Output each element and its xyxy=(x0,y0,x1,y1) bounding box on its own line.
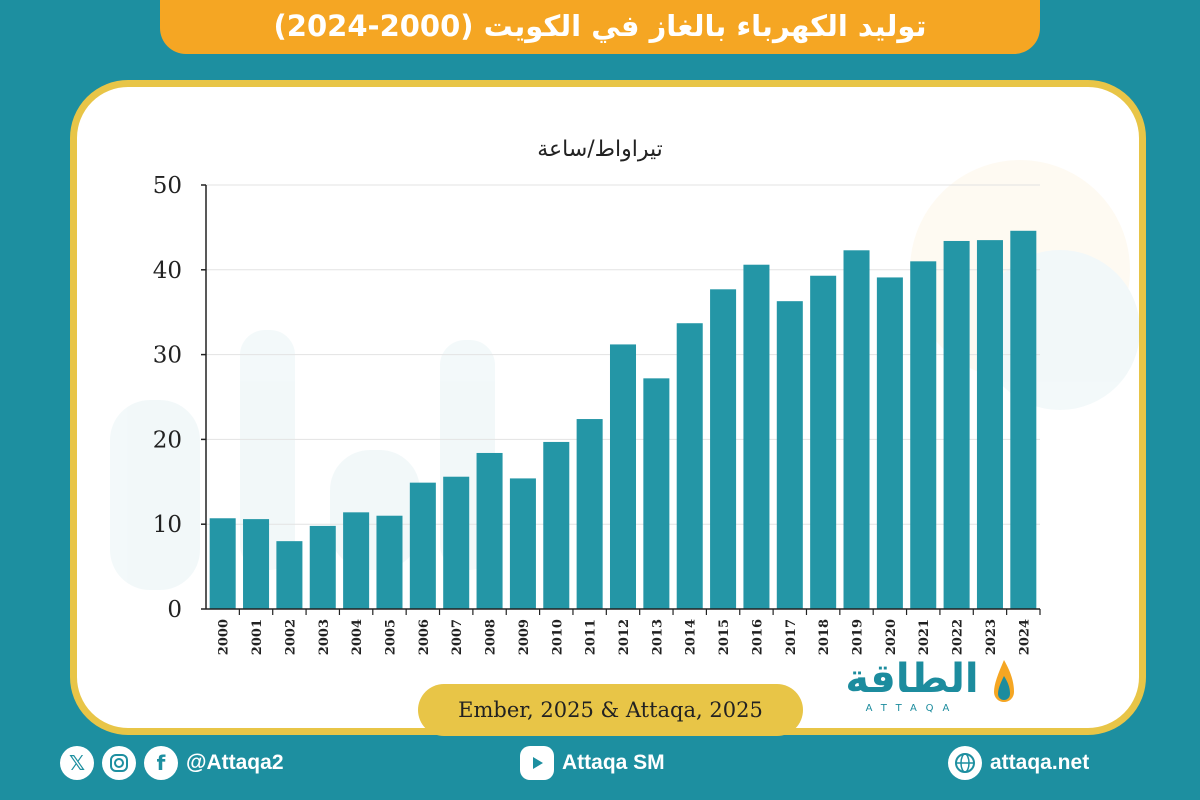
x-tick-label: 2023 xyxy=(984,619,999,655)
bar xyxy=(476,452,503,609)
bar xyxy=(409,482,436,609)
bar xyxy=(209,518,236,609)
x-tick-label: 2022 xyxy=(951,619,966,655)
bar xyxy=(309,525,336,609)
title-banner: توليد الكهرباء بالغاز في الكويت (2000-20… xyxy=(160,0,1040,54)
attaqa-logo: الطاقة ATTAQA xyxy=(832,654,1022,724)
bar xyxy=(976,240,1003,609)
bar xyxy=(943,240,970,609)
bar xyxy=(676,323,703,609)
bar xyxy=(810,275,837,609)
y-tick-label: 20 xyxy=(153,427,182,453)
footer-bar: 𝕏 f @Attaqa2 Attaqa SM attaqa.net xyxy=(0,740,1200,800)
logo-text-ar: الطاقة xyxy=(845,656,979,702)
bar xyxy=(343,512,370,609)
website-link: attaqa.net xyxy=(948,746,1089,780)
x-tick-label: 2007 xyxy=(450,619,465,655)
bar xyxy=(243,519,270,609)
bar xyxy=(576,419,603,609)
x-tick-label: 2017 xyxy=(784,619,799,655)
x-tick-label: 2006 xyxy=(417,619,432,655)
x-tick-label: 2013 xyxy=(650,619,665,655)
x-tick-label: 2024 xyxy=(1017,619,1032,655)
x-tick-label: 2015 xyxy=(717,619,732,655)
bar xyxy=(543,441,570,609)
bar xyxy=(910,261,937,609)
bar xyxy=(710,289,737,609)
bar-series xyxy=(209,230,1037,610)
bar xyxy=(509,478,536,609)
bar xyxy=(1010,230,1037,610)
bar xyxy=(843,250,870,609)
x-tick-label: 2014 xyxy=(684,619,699,655)
social-handle[interactable]: @Attaqa2 xyxy=(186,751,284,774)
x-tick-label: 2016 xyxy=(750,619,765,655)
y-unit-label: تيراواط/ساعة xyxy=(537,137,663,162)
source-text: Ember, 2025 & Attaqa, 2025 xyxy=(458,698,763,722)
x-tick-label: 2008 xyxy=(484,619,499,655)
bar xyxy=(876,277,903,609)
chart-title: توليد الكهرباء بالغاز في الكويت (2000-20… xyxy=(273,9,927,43)
flame-drop-icon xyxy=(994,660,1014,702)
x-tick-label: 2000 xyxy=(217,619,232,655)
x-tick-label: 2019 xyxy=(851,619,866,655)
youtube-name[interactable]: Attaqa SM xyxy=(562,751,665,774)
youtube-icon[interactable] xyxy=(520,746,554,780)
y-tick-label: 10 xyxy=(153,512,182,538)
bar xyxy=(776,301,803,609)
globe-icon[interactable] xyxy=(948,746,982,780)
website-url[interactable]: attaqa.net xyxy=(990,751,1090,774)
source-pill: Ember, 2025 & Attaqa, 2025 xyxy=(418,684,803,736)
y-tick-label: 30 xyxy=(153,343,182,369)
bar xyxy=(376,515,403,609)
x-axis-ticks: 2000 2001 2002 2003 2004 2005 2006 2007 2008 2009… xyxy=(217,609,1041,655)
x-tick-label: 2005 xyxy=(383,619,398,655)
x-tick-label: 2004 xyxy=(350,619,365,655)
y-tick-label: 40 xyxy=(153,258,182,284)
y-tick-label: 50 xyxy=(153,173,182,199)
x-tick-label: 2003 xyxy=(317,619,332,655)
social-handles: 𝕏 f @Attaqa2 xyxy=(60,746,284,780)
bar xyxy=(276,541,303,609)
x-tick-label: 2020 xyxy=(884,619,899,655)
x-tick-label: 2009 xyxy=(517,619,532,655)
y-axis-ticks: 0 10 20 30 40 50 xyxy=(153,173,206,623)
youtube-channel: Attaqa SM xyxy=(520,746,665,780)
bar xyxy=(443,476,470,609)
x-tick-label: 2002 xyxy=(283,619,298,655)
bar xyxy=(609,344,637,609)
y-tick-label: 0 xyxy=(167,597,182,623)
x-tick-label: 2010 xyxy=(550,619,565,655)
instagram-icon[interactable] xyxy=(102,746,136,780)
x-tick-label: 2001 xyxy=(250,619,265,655)
bar xyxy=(743,264,770,609)
logo-text-en: ATTAQA xyxy=(865,703,959,714)
bar xyxy=(643,378,670,609)
x-tick-label: 2012 xyxy=(617,619,632,655)
x-twitter-icon[interactable]: 𝕏 xyxy=(60,746,94,780)
facebook-icon[interactable]: f xyxy=(144,746,178,780)
x-tick-label: 2011 xyxy=(584,619,599,655)
x-tick-label: 2021 xyxy=(917,619,932,655)
x-tick-label: 2018 xyxy=(817,619,832,655)
